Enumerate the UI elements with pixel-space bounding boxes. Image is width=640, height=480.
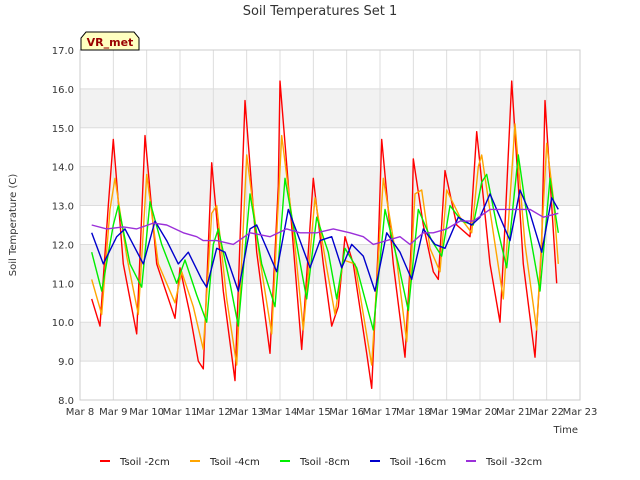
- y-tick-label: 16.0: [52, 85, 74, 96]
- x-tick-label: Mar 10: [129, 407, 164, 418]
- x-tick-label: Mar 20: [463, 407, 498, 418]
- badge-shape: [80, 31, 140, 51]
- x-tick-label: Mar 19: [429, 407, 464, 418]
- x-tick-label: Mar 8: [66, 407, 94, 418]
- x-tick-label: Mar 16: [329, 407, 364, 418]
- y-tick-label: 12.0: [52, 240, 74, 251]
- x-tick-label: Mar 9: [99, 407, 127, 418]
- y-tick-label: 10.0: [52, 318, 74, 329]
- legend-label: Tsoil -4cm: [209, 457, 260, 468]
- legend-label: Tsoil -32cm: [485, 457, 542, 468]
- y-tick-label: 11.0: [52, 279, 74, 290]
- x-tick-label: Mar 13: [229, 407, 264, 418]
- x-tick-label: Mar 21: [496, 407, 531, 418]
- chart-title: Soil Temperatures Set 1: [243, 4, 398, 19]
- legend-label: Tsoil -2cm: [119, 457, 170, 468]
- plot-frame: [79, 49, 581, 401]
- y-tick-label: 8.0: [58, 396, 74, 407]
- series-line-tsoil-4cm: [91, 123, 559, 366]
- x-tick-label: Mar 23: [563, 407, 598, 418]
- y-tick-label: 15.0: [52, 124, 74, 135]
- y-tick-label: 14.0: [52, 163, 74, 174]
- plot-band: [80, 322, 580, 362]
- legend: Tsoil -2cm Tsoil -4cm Tsoil -8cm Tsoil -16c…: [100, 457, 542, 468]
- series-line-tsoil-8cm: [91, 154, 559, 331]
- y-tick-labels: 8.0 9.0 10.0 11.0 12.0 13.0 14.0 15.0 16.0 17.0: [52, 46, 74, 407]
- plot-band: [80, 88, 580, 128]
- x-axis-label: Time: [553, 425, 578, 436]
- badge-label: VR_met: [87, 36, 134, 49]
- vr-met-badge: VR_met: [80, 31, 140, 51]
- x-tick-label: Mar 17: [363, 407, 398, 418]
- series-line-tsoil-16cm: [91, 189, 559, 292]
- legend-label: Tsoil -16cm: [389, 457, 446, 468]
- x-tick-label: Mar 15: [296, 407, 331, 418]
- x-tick-label: Mar 12: [196, 407, 231, 418]
- x-tick-label: Mar 14: [263, 407, 298, 418]
- y-tick-label: 17.0: [52, 46, 74, 57]
- y-tick-label: 13.0: [52, 202, 74, 213]
- x-tick-label: Mar 18: [396, 407, 431, 418]
- plot-band: [80, 166, 580, 206]
- x-tick-label: Mar 11: [163, 407, 198, 418]
- y-tick-label: 9.0: [58, 357, 74, 368]
- plot-bands: [80, 88, 580, 362]
- series-line-tsoil-32cm: [91, 208, 559, 246]
- series-lines: [91, 80, 559, 389]
- legend-label: Tsoil -8cm: [299, 457, 350, 468]
- y-axis-label: Soil Temperature (C): [8, 174, 19, 277]
- x-tick-label: Mar 22: [529, 407, 564, 418]
